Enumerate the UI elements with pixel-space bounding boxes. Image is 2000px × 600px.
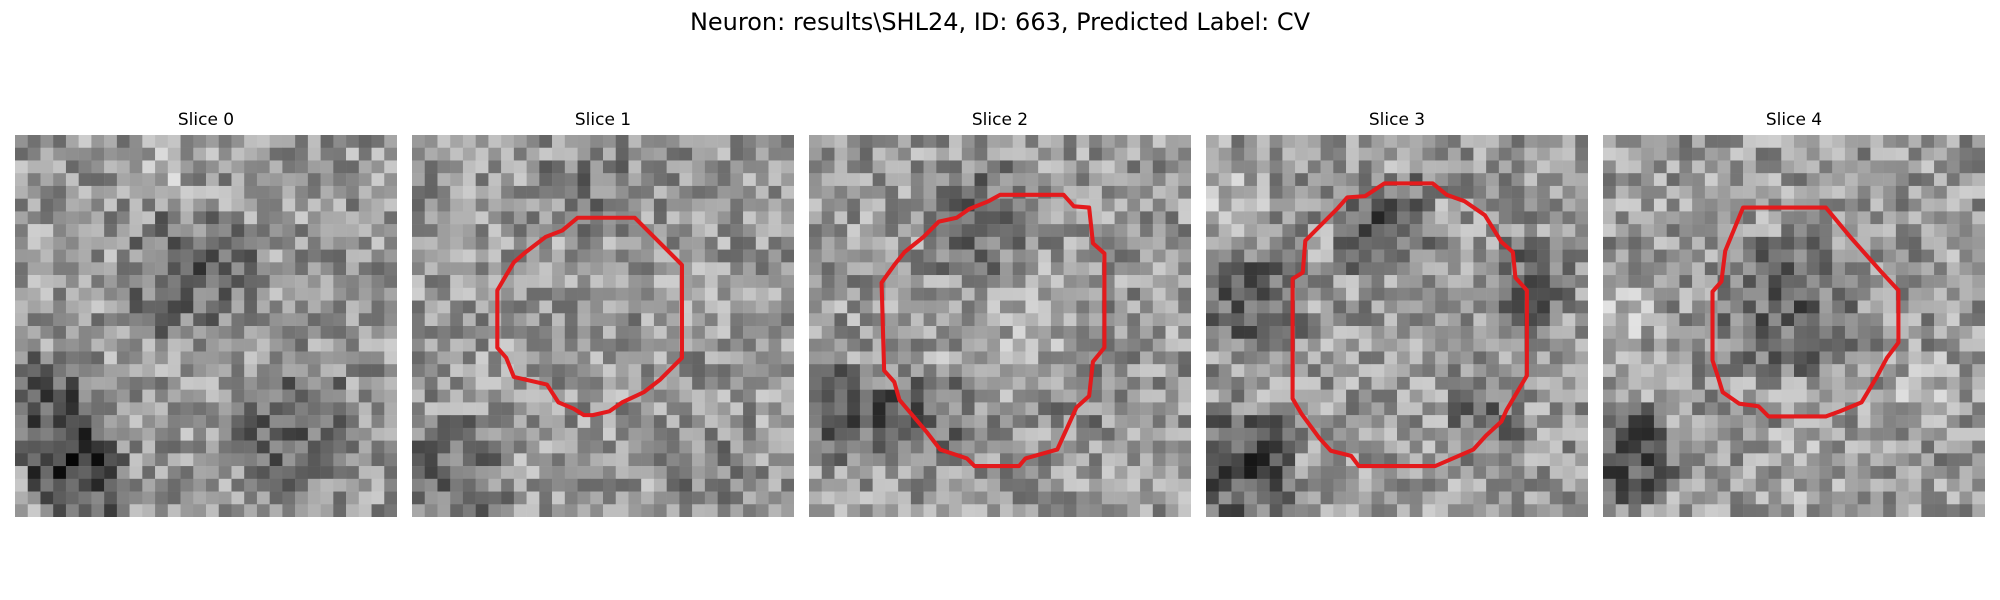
segmentation-outline: [1710, 205, 1901, 419]
slice-title-4: Slice 4: [1765, 110, 1823, 130]
segmentation-outline: [1290, 181, 1529, 469]
slice-image-3: [1206, 135, 1588, 517]
segmentation-outline: [495, 215, 684, 418]
slice-image-2: [809, 135, 1191, 517]
slice-title-2: Slice 2: [971, 110, 1029, 130]
slice-image-0: [15, 135, 397, 517]
figure-title: Neuron: results\SHL24, ID: 663, Predicte…: [689, 8, 1311, 36]
slice-image-1: [412, 135, 794, 517]
slice-image-4: [1603, 135, 1985, 517]
segmentation-outline: [879, 192, 1107, 469]
slice-title-1: Slice 1: [574, 110, 632, 130]
slice-title-3: Slice 3: [1368, 110, 1426, 130]
slice-title-0: Slice 0: [177, 110, 235, 130]
